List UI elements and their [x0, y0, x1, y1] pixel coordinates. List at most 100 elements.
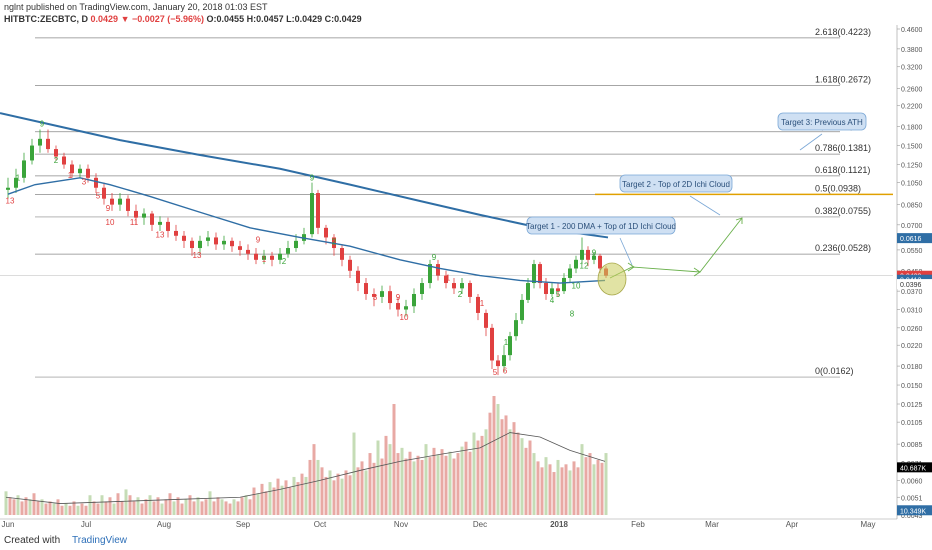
volume-bar: [548, 464, 552, 515]
td-count-label: 1: [480, 299, 485, 308]
candle-body: [340, 248, 344, 260]
volume-bar: [184, 499, 188, 515]
candle-body: [556, 288, 560, 292]
volume-bar: [360, 461, 364, 515]
candle-body: [62, 156, 66, 165]
candle-body: [508, 336, 512, 356]
volume-bar: [576, 467, 580, 515]
volume-bar: [276, 478, 280, 515]
volume-bar: [568, 470, 572, 515]
volume-bar: [168, 493, 172, 515]
candle-body: [586, 249, 590, 260]
volume-bar: [316, 459, 320, 515]
volume-bar: [472, 432, 476, 515]
candle-body: [520, 299, 524, 321]
td-count-label: 13: [6, 196, 15, 205]
price-tick-label: 0.0150: [901, 383, 923, 390]
arrow-head: [735, 217, 743, 224]
created-with-label: Created with: [4, 535, 61, 546]
candle-body: [316, 193, 320, 228]
volume-bar: [340, 478, 344, 515]
td-count-label: 2: [332, 237, 337, 246]
fib-label: 2.618(0.4223): [815, 27, 871, 37]
fib-label: 0.382(0.0755): [815, 206, 871, 216]
candle-body: [182, 235, 186, 241]
volume-bar: [196, 497, 200, 515]
volume-bar: [320, 467, 324, 515]
candle-body: [544, 283, 548, 294]
volume-bar: [120, 501, 124, 515]
volume-bar: [428, 457, 432, 515]
candle-body: [460, 283, 464, 289]
td-count-label: 1: [16, 174, 21, 183]
candle-body: [262, 255, 266, 260]
candle-body: [230, 240, 234, 247]
price-tag: [897, 505, 932, 516]
volume-bar: [136, 497, 140, 515]
price-chart[interactable]: 2.618(0.4223)1.618(0.2672)1(0.1713)0.786…: [0, 25, 932, 530]
volume-bar: [580, 444, 584, 515]
candle-body: [490, 327, 494, 361]
volume-bar: [100, 495, 104, 515]
volume-bar: [364, 470, 368, 515]
volume-bar: [192, 501, 196, 515]
volume-bar: [140, 503, 144, 515]
price-tick-label: 0.0125: [901, 402, 923, 409]
volume-bar: [332, 480, 336, 515]
candle-body: [538, 264, 542, 284]
td-count-label: 9: [592, 249, 597, 258]
volume-bar: [476, 440, 480, 515]
candle-body: [278, 253, 282, 260]
candle-body: [118, 198, 122, 205]
candle-body: [388, 291, 392, 304]
volume-bar: [160, 503, 164, 515]
volume-bar: [356, 467, 360, 515]
candle-body: [94, 177, 98, 188]
volume-bar: [488, 412, 492, 515]
candle-body: [592, 255, 596, 260]
time-tick-label: Apr: [786, 520, 799, 529]
tradingview-logo[interactable]: TradingView: [72, 535, 128, 546]
candle-body: [222, 240, 226, 245]
price-tick-label: 0.0310: [901, 308, 923, 315]
volume-bar: [300, 473, 304, 515]
volume-bar: [204, 499, 208, 515]
fib-label: 0.618(0.1121): [815, 165, 870, 175]
candle-body: [324, 227, 328, 238]
volume-bar: [72, 501, 76, 515]
td-count-label: 10: [400, 313, 409, 322]
candle-body: [550, 288, 554, 294]
volume-bar: [84, 505, 88, 515]
price-change: ▼ −0.0027 (−5.96%): [120, 14, 205, 24]
td-count-label: 2: [54, 156, 59, 165]
price-tick-label: 0.2600: [901, 86, 923, 93]
annotation-pointer: [619, 237, 633, 266]
td-count-label: 2: [458, 290, 463, 299]
volume-bar: [284, 480, 288, 515]
volume-bar: [212, 501, 216, 515]
time-tick-label: Mar: [705, 520, 719, 529]
price-tag: [897, 462, 932, 473]
price-tick-label: 0.0105: [901, 420, 923, 427]
td-count-label: 13: [193, 251, 202, 260]
volume-bar: [224, 501, 228, 515]
volume-bar: [8, 497, 12, 515]
candle-body: [356, 270, 360, 284]
candle-body: [166, 221, 170, 231]
annotation-text: Target 1 - 200 DMA + Top of 1D Ichi Clou…: [526, 222, 676, 231]
volume-bar: [288, 487, 292, 515]
price-tick-label: 0.0550: [901, 248, 923, 255]
volume-bar: [264, 491, 268, 515]
volume-bar: [244, 495, 248, 515]
price-tick-label: 0.0180: [901, 364, 923, 371]
volume-bar: [396, 453, 400, 515]
volume-bar: [20, 501, 24, 515]
candle-body: [468, 283, 472, 297]
volume-bar: [88, 495, 92, 515]
candle-body: [452, 283, 456, 289]
volume-bar: [412, 461, 416, 515]
candle-body: [126, 198, 130, 211]
volume-bar: [12, 499, 16, 515]
volume-bar: [240, 497, 244, 515]
candle-body: [294, 240, 298, 249]
